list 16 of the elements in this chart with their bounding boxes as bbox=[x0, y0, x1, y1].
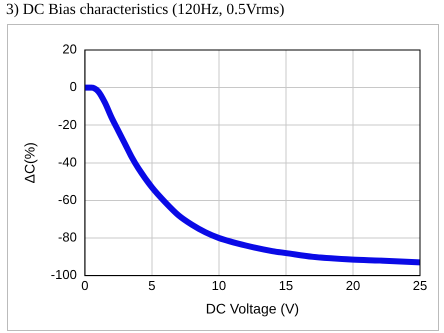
x-axis-title: DC Voltage (V) bbox=[206, 300, 300, 316]
y-tick-label: 20 bbox=[62, 42, 77, 57]
y-tick-label: 0 bbox=[70, 79, 77, 94]
x-tick-label: 20 bbox=[346, 278, 360, 293]
x-tick-label: 5 bbox=[148, 278, 156, 293]
y-tick-label: -100 bbox=[50, 267, 77, 282]
x-tick-label: 25 bbox=[412, 278, 428, 293]
y-tick-label: -20 bbox=[58, 116, 77, 132]
y-tick-label: -80 bbox=[58, 230, 77, 245]
chart-title: 3) DC Bias characteristics (120Hz, 0.5Vrms) bbox=[6, 1, 284, 19]
y-axis-title: ΔC(%) bbox=[21, 142, 38, 184]
x-tick-label: 10 bbox=[212, 278, 226, 293]
x-tick-label: 0 bbox=[81, 278, 88, 293]
x-tick-label: 15 bbox=[278, 278, 294, 293]
y-tick-label: -60 bbox=[58, 192, 77, 207]
y-tick-label: -40 bbox=[58, 154, 77, 170]
